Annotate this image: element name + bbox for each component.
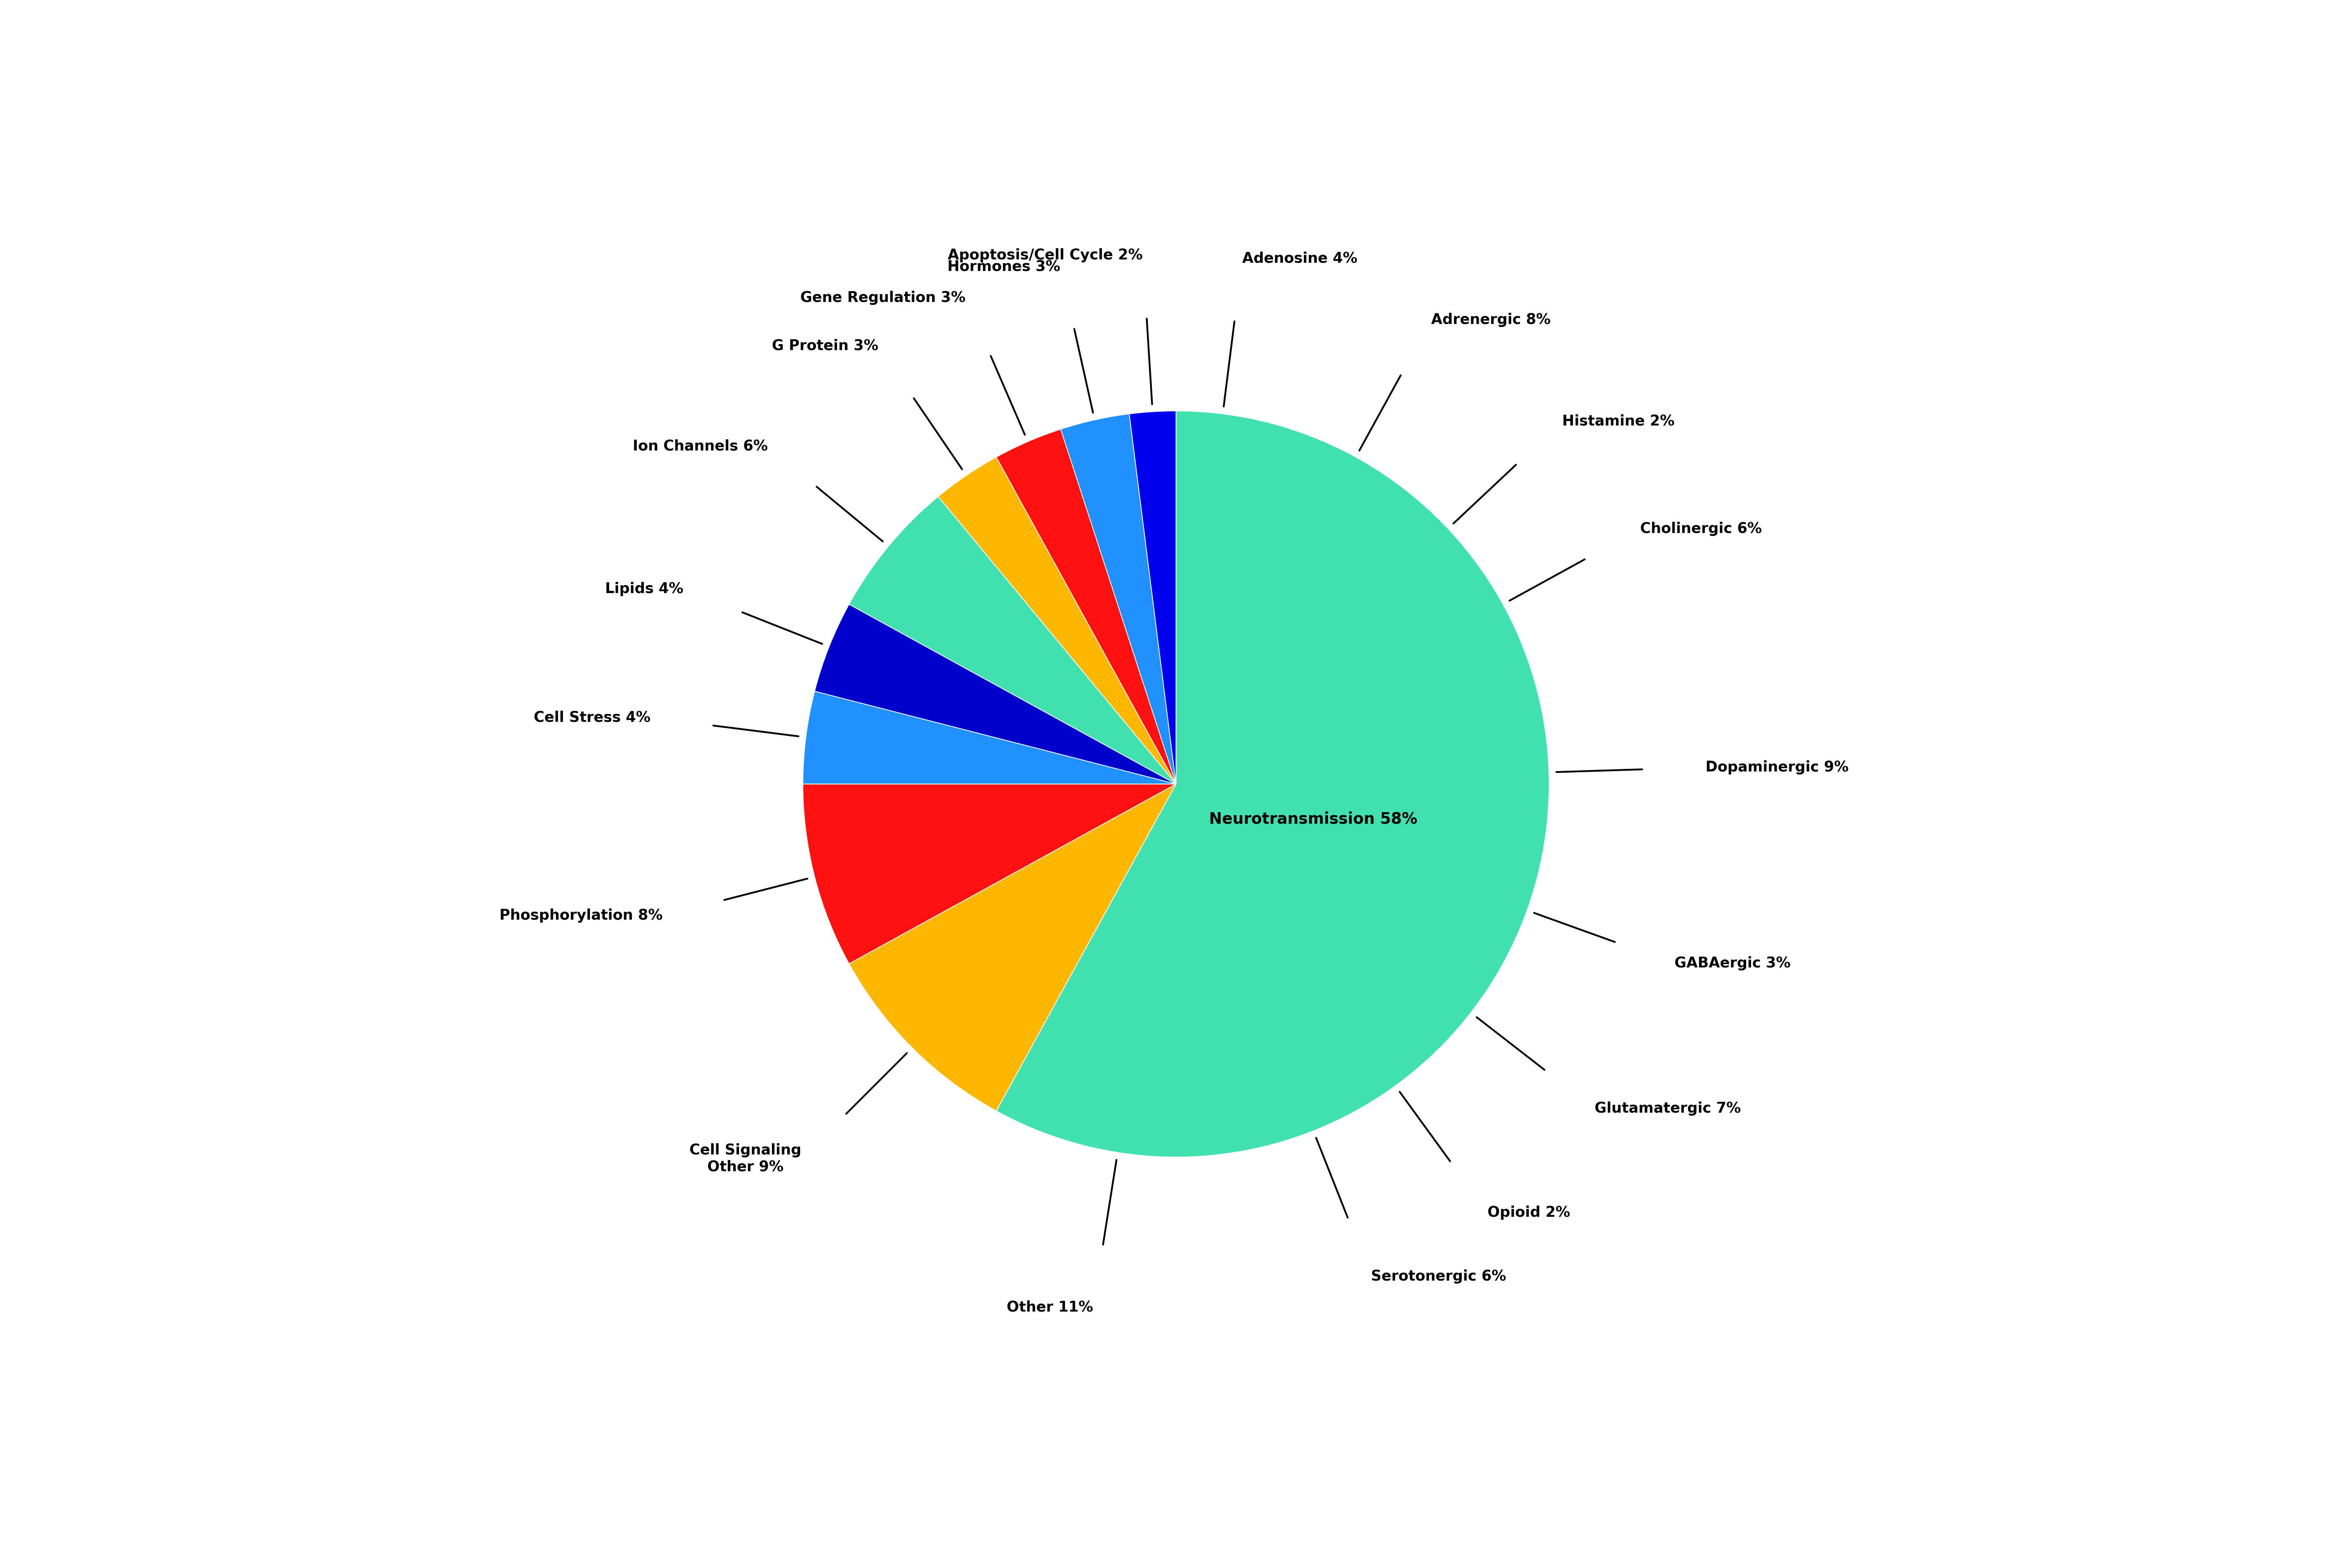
Text: Glutamatergic 7%: Glutamatergic 7% [1595,1102,1740,1116]
Text: Histamine 2%: Histamine 2% [1562,414,1675,428]
Wedge shape [849,784,1176,1112]
Text: Cell Stress 4%: Cell Stress 4% [534,710,652,724]
Text: Cholinergic 6%: Cholinergic 6% [1639,522,1762,536]
Text: Other 11%: Other 11% [1007,1300,1094,1314]
Text: Apoptosis/Cell Cycle 2%: Apoptosis/Cell Cycle 2% [948,248,1143,262]
Wedge shape [997,411,1550,1157]
Wedge shape [849,497,1176,784]
Wedge shape [938,456,1176,784]
Text: Serotonergic 6%: Serotonergic 6% [1371,1270,1505,1284]
Wedge shape [802,691,1176,784]
Text: G Protein 3%: G Protein 3% [771,339,877,353]
Text: Neurotransmission 58%: Neurotransmission 58% [1209,811,1418,826]
Wedge shape [802,784,1176,964]
Text: GABAergic 3%: GABAergic 3% [1675,956,1790,971]
Text: Cell Signaling
Other 9%: Cell Signaling Other 9% [689,1143,802,1174]
Text: Phosphorylation 8%: Phosphorylation 8% [499,909,663,924]
Text: Hormones 3%: Hormones 3% [948,260,1061,274]
Wedge shape [1061,414,1176,784]
Text: Adrenergic 8%: Adrenergic 8% [1432,312,1550,326]
Text: Opioid 2%: Opioid 2% [1486,1206,1571,1220]
Wedge shape [814,604,1176,784]
Text: Dopaminergic 9%: Dopaminergic 9% [1705,760,1849,775]
Text: Gene Regulation 3%: Gene Regulation 3% [800,290,967,304]
Wedge shape [1129,411,1176,784]
Wedge shape [997,430,1176,784]
Text: Ion Channels 6%: Ion Channels 6% [633,439,767,453]
Text: Lipids 4%: Lipids 4% [604,582,684,596]
Text: Adenosine 4%: Adenosine 4% [1242,251,1357,265]
